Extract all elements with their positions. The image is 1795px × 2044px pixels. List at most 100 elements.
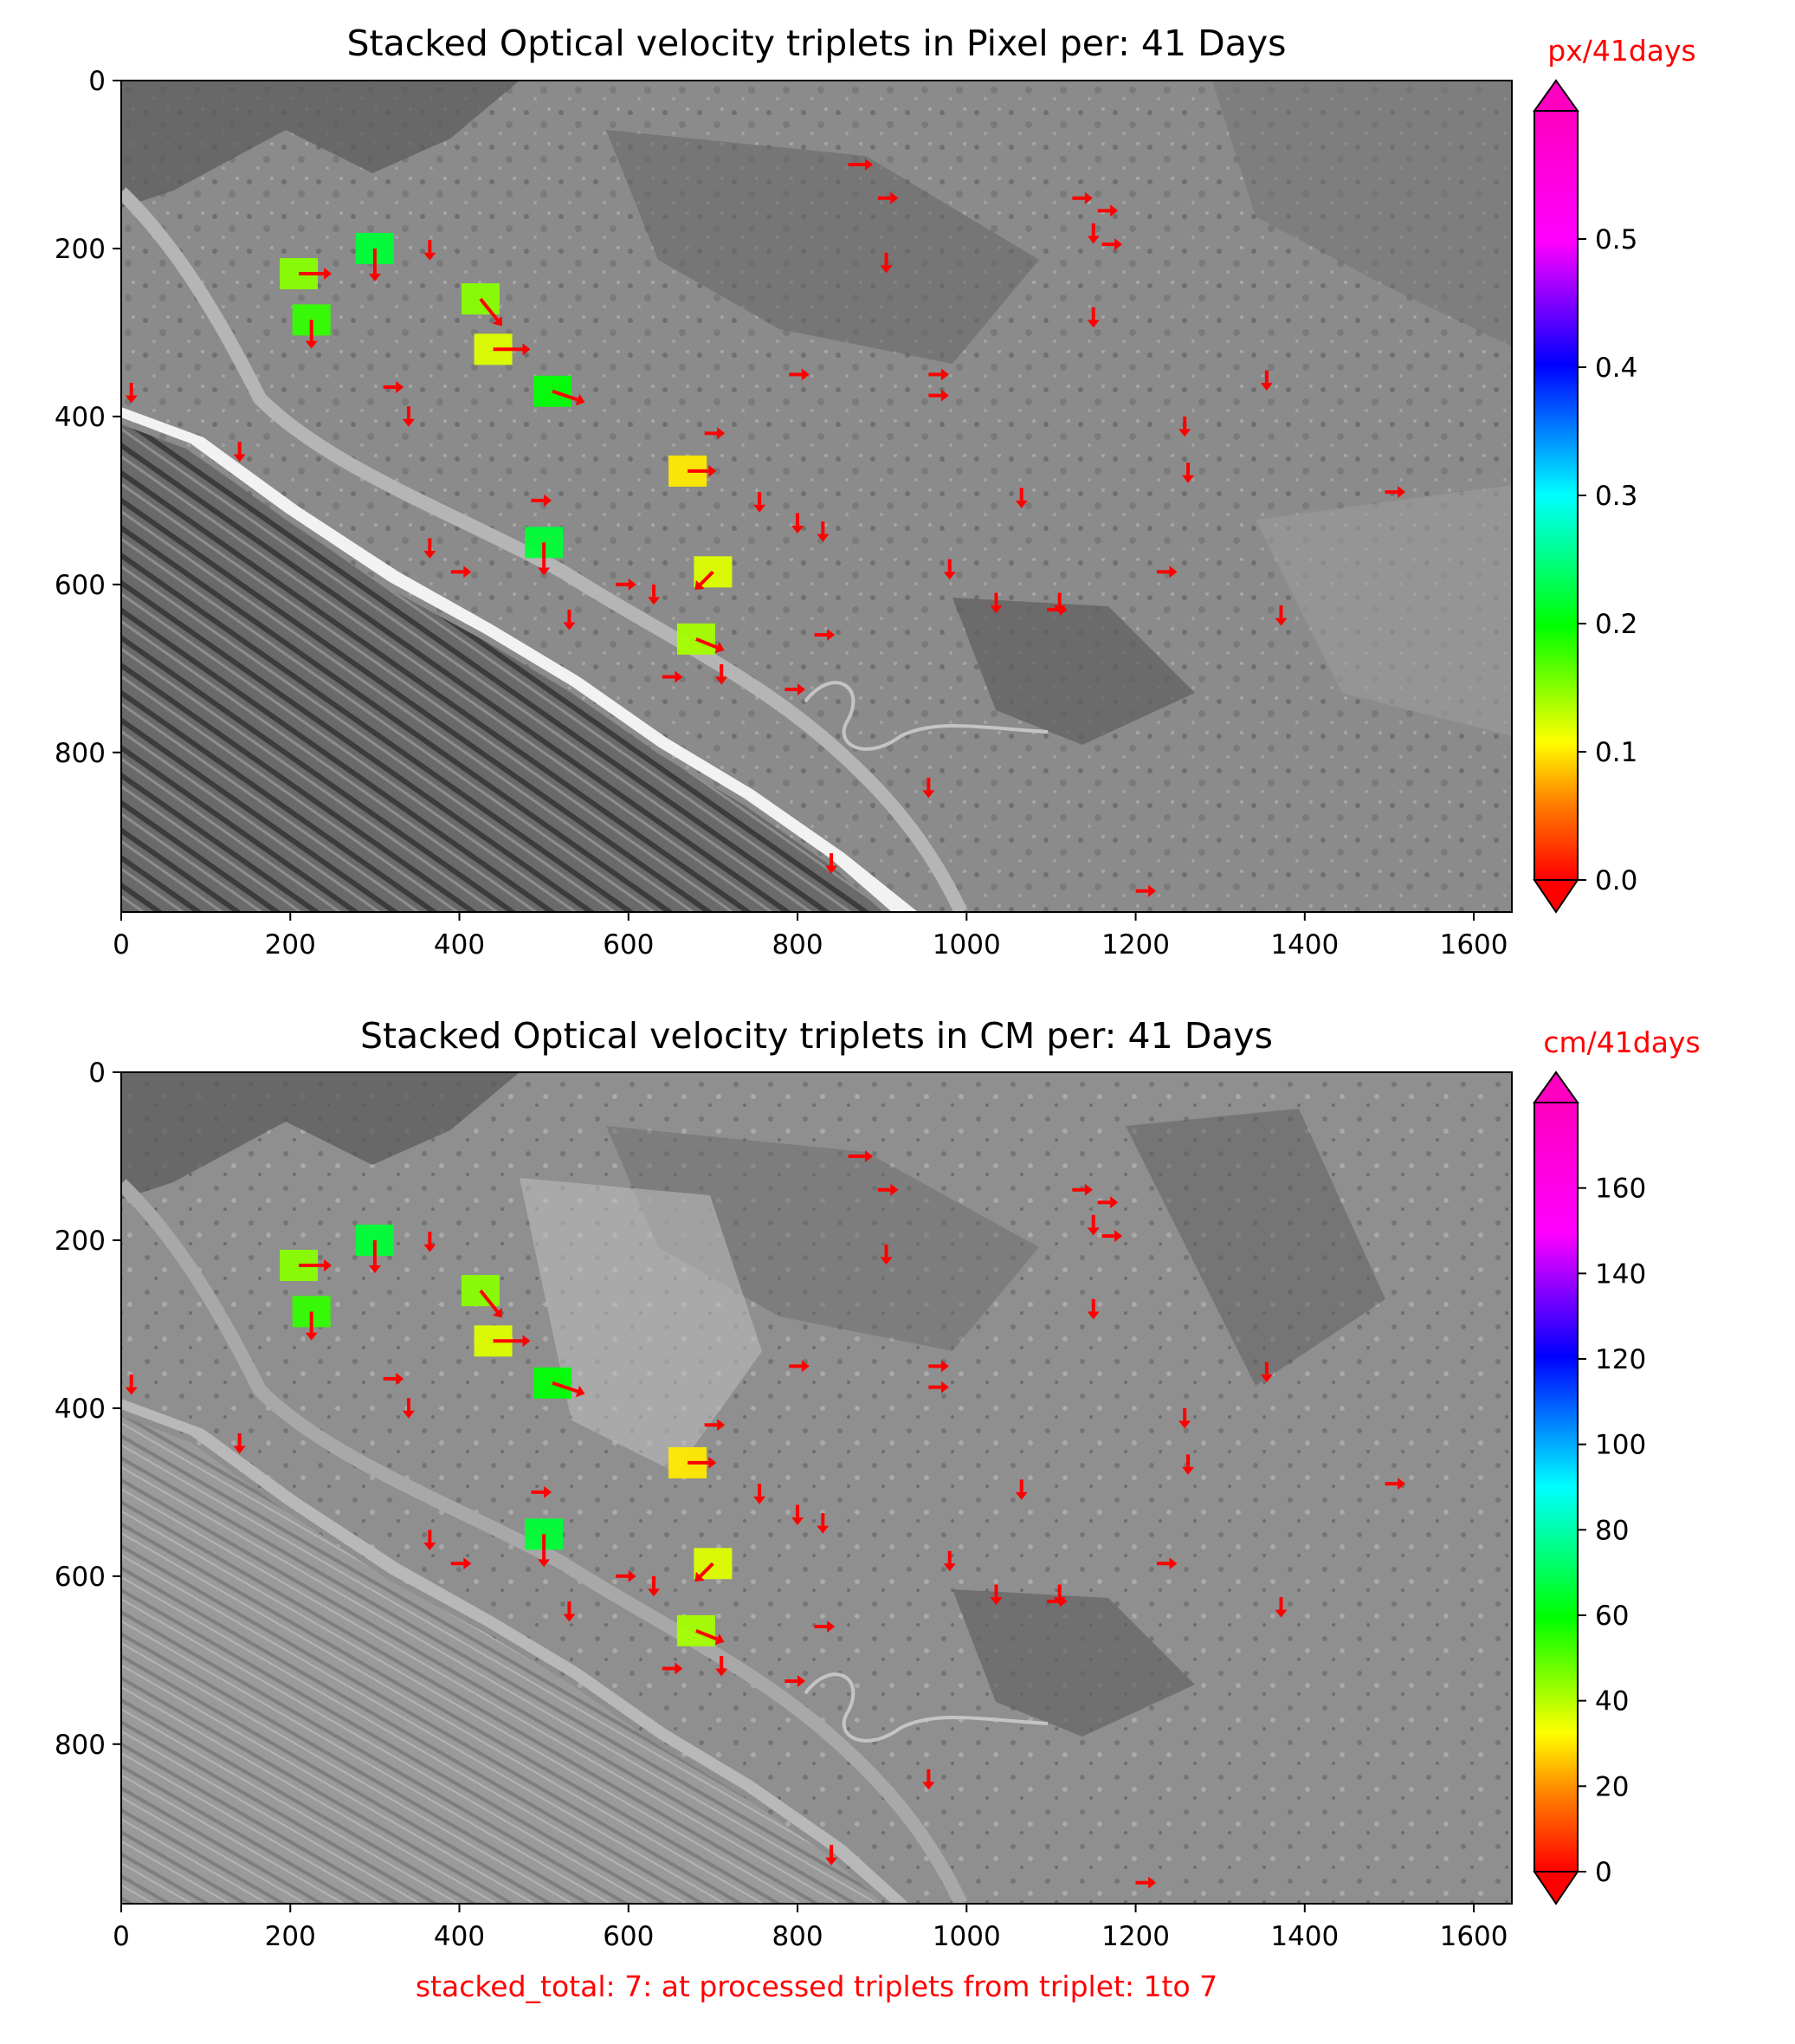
- pixel-arrow-head: [1260, 383, 1273, 391]
- pixel-cbar-tick-label: 0.4: [1595, 353, 1637, 384]
- cm-arrow-head: [1178, 1420, 1191, 1429]
- chart-title-cm: Stacked Optical velocity triplets in CM …: [360, 1015, 1273, 1057]
- cm-arrow-head: [753, 1496, 766, 1504]
- pixel-xtick-label: 0: [113, 929, 130, 961]
- cm-arrow-head: [717, 1419, 726, 1432]
- pixel-arrow-head: [492, 315, 502, 327]
- cm-velocity-arrow: [552, 1381, 578, 1394]
- pixel-cbar-tick-label: 0.0: [1595, 865, 1637, 896]
- pixel-arrow-head: [575, 393, 585, 406]
- cm-xtick-label: 400: [434, 1921, 485, 1952]
- cm-arrow-head: [1398, 1478, 1406, 1491]
- cm-arrow-head: [368, 1265, 381, 1274]
- pixel-xtick-label: 400: [434, 929, 485, 961]
- pixel-arrow-head: [1169, 566, 1178, 579]
- cm-xtick-label: 1600: [1440, 1921, 1508, 1952]
- cm-arrow-head: [492, 1307, 502, 1318]
- pixel-arrow-head: [753, 504, 766, 513]
- pixel-arrow-head: [940, 389, 949, 402]
- cm-arrow-head: [801, 1360, 810, 1373]
- pixel-arrow-head: [1178, 429, 1191, 437]
- cm-ytick-label: 600: [55, 1562, 106, 1593]
- pixel-arrow-head: [825, 865, 838, 874]
- footer-note: stacked_total: 7: at processed triplets …: [416, 1970, 1217, 2003]
- pixel-arrow-head: [396, 380, 404, 393]
- pixel-xtick-label: 600: [603, 929, 654, 961]
- cm-arrow-head: [544, 1485, 552, 1498]
- cm-arrow-head: [940, 1360, 949, 1373]
- pixel-arrow-head: [717, 427, 726, 440]
- cm-arrow-head: [563, 1614, 576, 1622]
- pixel-ytick-label: 600: [55, 570, 106, 601]
- cm-arrow-head: [463, 1557, 472, 1570]
- pixel-arrow-head: [708, 464, 717, 477]
- cm-arrow-head: [1275, 1609, 1288, 1618]
- chart-title-pixel: Stacked Optical velocity triplets in Pix…: [347, 23, 1287, 64]
- cm-arrow-head: [1114, 1230, 1123, 1243]
- cm-velocity-arrow: [479, 1289, 499, 1313]
- pixel-arrow-head: [890, 191, 899, 204]
- cm-arrow-head: [648, 1588, 661, 1597]
- pixel-arrow-head: [648, 597, 661, 605]
- cm-arrow-head: [943, 1563, 956, 1572]
- pixel-arrow-head: [940, 368, 949, 381]
- pixel-arrow-head: [1053, 605, 1066, 614]
- pixel-velocity-arrow: [479, 297, 499, 321]
- cm-arrow-head: [827, 1620, 836, 1633]
- pixel-arrow-head: [1148, 884, 1157, 897]
- pixel-arrow-head: [125, 395, 138, 404]
- pixel-arrow-head: [922, 790, 935, 799]
- cm-arrow-head: [423, 1244, 436, 1252]
- cm-arrow-head: [890, 1183, 899, 1196]
- cm-arrow-head: [797, 1675, 805, 1688]
- axis-ticks-pixel: 0 200 400 600 800 1000 1200 1400 1600 0 200 400 600 8…: [55, 66, 1508, 961]
- cm-arrow-head: [1182, 1466, 1195, 1475]
- cm-xtick-label: 800: [772, 1921, 823, 1952]
- colorbar-label-pixel: px/41days: [1547, 34, 1695, 68]
- cm-arrow-head: [538, 1559, 551, 1568]
- cm-arrow-head: [1110, 1196, 1119, 1209]
- pixel-arrow-head: [865, 158, 874, 171]
- pixel-arrow-head: [827, 629, 836, 641]
- panel-cm: Stacked Optical velocity triplets in CM …: [55, 1015, 1701, 1952]
- cm-cbar-tick-label: 160: [1595, 1174, 1646, 1205]
- pixel-arrow-head: [1114, 238, 1123, 251]
- pixel-arrow-head: [791, 525, 804, 534]
- pixel-arrow-head: [1084, 191, 1093, 204]
- pixel-arrow-head: [797, 683, 805, 696]
- pixel-xtick-label: 200: [265, 929, 316, 961]
- cm-xtick-label: 0: [113, 1921, 130, 1952]
- pixel-arrow-head: [305, 340, 318, 349]
- cm-arrow-head: [423, 1543, 436, 1551]
- cm-arrow-head: [708, 1456, 717, 1469]
- cm-arrow-head: [825, 1857, 838, 1866]
- cm-arrow-head: [575, 1385, 585, 1398]
- cm-arrow-head: [1148, 1876, 1157, 1889]
- cm-cbar-tick-label: 100: [1595, 1430, 1646, 1461]
- colorbar-label-cm: cm/41days: [1543, 1025, 1700, 1059]
- pixel-arrow-head: [990, 605, 1003, 614]
- cm-arrow-head: [522, 1335, 531, 1348]
- pixel-xtick-label: 1000: [933, 929, 1001, 961]
- pixel-ytick-label: 400: [55, 402, 106, 433]
- pixel-arrow-head: [423, 551, 436, 560]
- pixel-arrow-head: [801, 368, 810, 381]
- pixel-arrow-head: [1087, 320, 1100, 328]
- cm-arrow-head: [675, 1662, 683, 1675]
- axis-ticks-cm: 0 200 400 600 800 1000 1200 1400 1600 0 200 400 600 8…: [55, 1058, 1508, 1952]
- cm-xtick-label: 1400: [1270, 1921, 1339, 1952]
- pixel-arrow-head: [1110, 204, 1119, 217]
- cm-xtick-label: 1200: [1101, 1921, 1170, 1952]
- cm-arrow-head: [990, 1597, 1003, 1606]
- pixel-velocity-arrow: [699, 570, 714, 586]
- pixel-velocity-arrow: [552, 389, 578, 402]
- pixel-xtick-label: 800: [772, 929, 823, 961]
- pixel-arrow-head: [544, 494, 552, 507]
- cm-cbar-tick-label: 120: [1595, 1344, 1646, 1375]
- pixel-ytick-label: 200: [55, 234, 106, 265]
- pixel-arrow-head: [1398, 486, 1406, 499]
- cm-ytick-label: 200: [55, 1226, 106, 1257]
- pixel-arrow-head: [538, 567, 551, 576]
- cm-ytick-label: 400: [55, 1394, 106, 1425]
